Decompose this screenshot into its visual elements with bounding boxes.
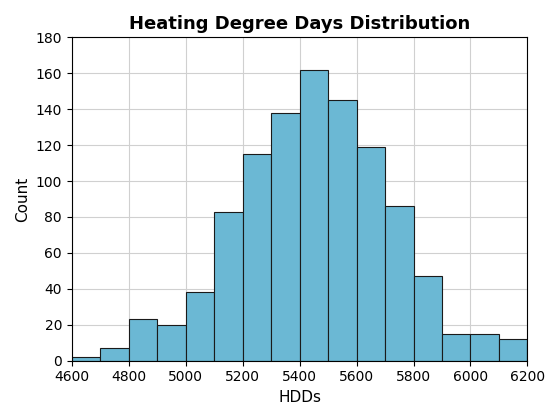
Bar [328, 100, 357, 361]
Bar [129, 319, 157, 361]
Y-axis label: Count: Count [15, 176, 30, 222]
X-axis label: HDDs: HDDs [278, 390, 321, 405]
Bar [300, 70, 328, 361]
Bar [413, 276, 442, 361]
Bar [357, 147, 385, 361]
Bar [385, 206, 413, 361]
Bar [186, 292, 214, 361]
Bar [242, 154, 271, 361]
Bar [72, 357, 100, 361]
Bar [442, 334, 470, 361]
Bar [100, 348, 129, 361]
Bar [271, 113, 300, 361]
Bar [499, 339, 528, 361]
Title: Heating Degree Days Distribution: Heating Degree Days Distribution [129, 15, 470, 33]
Bar [470, 334, 499, 361]
Bar [528, 343, 556, 361]
Bar [214, 212, 242, 361]
Bar [157, 325, 186, 361]
